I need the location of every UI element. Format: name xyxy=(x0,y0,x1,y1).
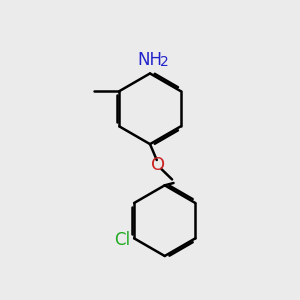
Text: O: O xyxy=(151,156,165,174)
Text: NH: NH xyxy=(137,51,163,69)
Text: Cl: Cl xyxy=(115,231,130,249)
Text: 2: 2 xyxy=(160,55,169,69)
